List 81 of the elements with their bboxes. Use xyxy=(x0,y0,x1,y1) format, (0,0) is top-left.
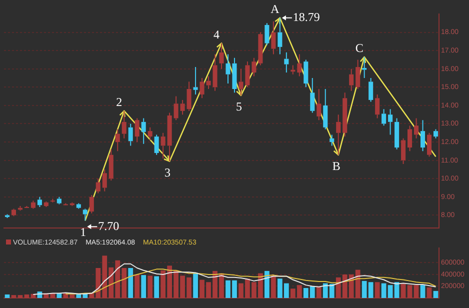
candlestick xyxy=(388,108,393,136)
annotation: 3 xyxy=(164,165,171,180)
candlestick xyxy=(316,88,322,121)
bar xyxy=(381,283,386,298)
bar xyxy=(414,285,419,298)
candlestick xyxy=(323,88,328,130)
candlestick xyxy=(420,120,426,152)
annotation: 1 xyxy=(80,224,86,239)
candlestick xyxy=(310,78,315,114)
bar xyxy=(193,272,198,298)
candlestick xyxy=(89,194,94,214)
candlestick xyxy=(102,168,107,192)
candlestick xyxy=(141,118,146,144)
bar xyxy=(316,286,322,298)
candlestick xyxy=(278,17,282,55)
candlestick xyxy=(115,128,120,152)
candlestick xyxy=(160,132,166,159)
candlestick xyxy=(356,59,360,90)
candlestick xyxy=(408,125,412,152)
candlestick xyxy=(219,42,224,70)
candlestick xyxy=(154,134,159,156)
candlestick xyxy=(362,56,367,79)
candlestick xyxy=(271,20,276,55)
bar xyxy=(426,287,432,298)
bar xyxy=(433,290,438,298)
candlestick xyxy=(134,118,140,143)
candlestick xyxy=(50,198,55,203)
candlestick xyxy=(297,54,302,77)
candlestick xyxy=(284,52,289,74)
candlestick xyxy=(414,118,419,139)
bar xyxy=(18,295,23,298)
candlestick xyxy=(128,123,133,146)
candlestick xyxy=(264,22,270,46)
candlestick xyxy=(304,59,308,88)
bar xyxy=(134,274,140,298)
bar xyxy=(128,268,134,298)
annotation: 2 xyxy=(116,95,122,110)
candlestick xyxy=(30,200,36,210)
candlestick xyxy=(193,66,198,95)
candlestick xyxy=(180,99,185,116)
bar xyxy=(4,294,10,298)
candlestick xyxy=(330,134,334,146)
bar xyxy=(141,275,146,298)
annotation: C xyxy=(355,41,364,56)
candlestick xyxy=(368,78,374,102)
candlestick xyxy=(82,208,88,222)
bar xyxy=(11,295,16,298)
annotation: B xyxy=(332,158,340,173)
bar xyxy=(264,270,270,298)
bar xyxy=(154,276,160,298)
candlestick xyxy=(349,68,354,92)
candlestick xyxy=(174,96,178,121)
candlestick xyxy=(96,178,100,194)
annotation: 5 xyxy=(236,100,242,114)
data-label: 7.70 xyxy=(98,218,120,233)
bar xyxy=(148,276,153,298)
candlestick xyxy=(252,57,256,77)
candlestick xyxy=(342,92,348,138)
bar xyxy=(407,285,412,298)
bar xyxy=(388,285,393,298)
bar xyxy=(374,282,380,298)
annotation: 4 xyxy=(214,27,220,42)
candlestick xyxy=(375,94,380,119)
annotation: A xyxy=(270,2,280,16)
candlestick xyxy=(401,138,406,164)
bar xyxy=(271,276,276,298)
candlestick xyxy=(433,128,438,139)
candlestick xyxy=(382,108,386,126)
candlestick xyxy=(336,114,341,156)
candlestick xyxy=(186,81,192,112)
candlestick xyxy=(148,126,152,141)
candlestick xyxy=(37,196,42,208)
candlestick xyxy=(167,112,172,162)
data-label: 18.79 xyxy=(292,10,320,24)
candlestick xyxy=(108,148,114,181)
bar xyxy=(420,285,426,298)
candlestick xyxy=(44,200,48,208)
bar xyxy=(24,294,30,298)
candlestick xyxy=(394,118,400,150)
bar xyxy=(400,284,406,298)
candlestick xyxy=(122,110,126,139)
